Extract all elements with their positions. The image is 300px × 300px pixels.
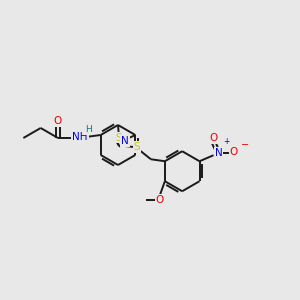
Text: H: H bbox=[85, 125, 92, 134]
Text: +: + bbox=[224, 137, 230, 146]
Text: N: N bbox=[214, 148, 222, 158]
Text: O: O bbox=[54, 116, 62, 126]
Text: NH: NH bbox=[72, 132, 88, 142]
Text: O: O bbox=[230, 147, 238, 157]
Text: −: − bbox=[241, 140, 249, 150]
Text: S: S bbox=[134, 142, 140, 152]
Text: O: O bbox=[209, 133, 217, 143]
Text: O: O bbox=[156, 195, 164, 205]
Text: N: N bbox=[121, 136, 129, 146]
Text: S: S bbox=[116, 133, 122, 142]
